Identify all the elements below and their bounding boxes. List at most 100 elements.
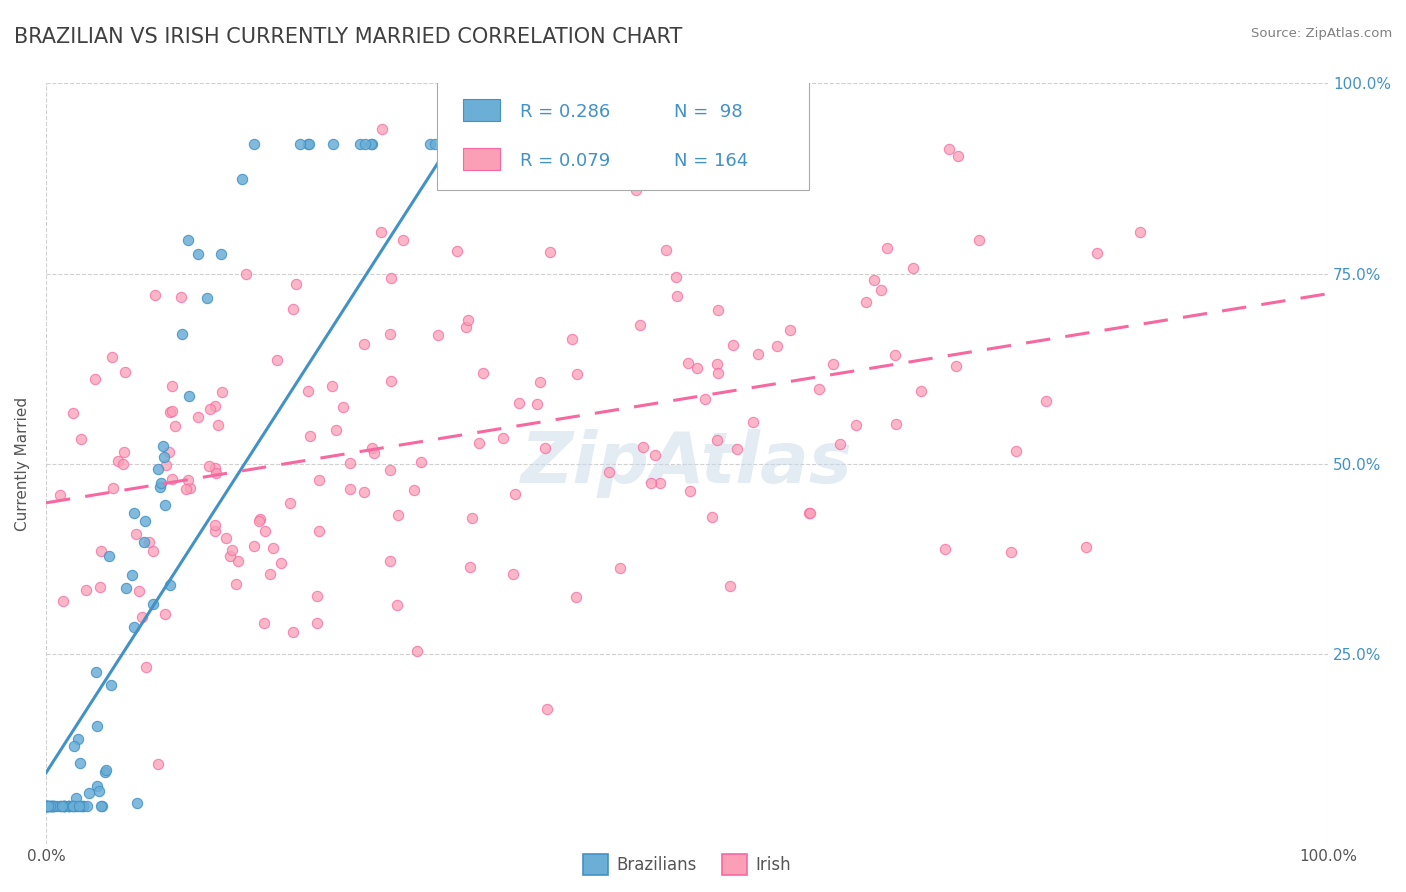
Irish (266, 352, 288, 367)
Irish (321, 378, 343, 392)
Brazilians (76, 799, 98, 814)
Brazilians (443, 137, 465, 152)
Brazilians (209, 246, 232, 260)
Irish (427, 327, 450, 342)
Irish (686, 361, 709, 376)
Irish (332, 400, 354, 414)
Brazilians (127, 796, 149, 810)
Irish (253, 616, 276, 631)
Irish (700, 510, 723, 524)
Brazilians (149, 480, 172, 494)
Irish (281, 624, 304, 639)
Irish (457, 128, 479, 142)
Irish (143, 288, 166, 302)
Irish (644, 449, 666, 463)
Irish (631, 440, 654, 454)
Brazilians (35, 799, 58, 814)
Irish (124, 527, 146, 541)
Brazilians (93, 765, 115, 780)
Brazilians (53, 799, 76, 814)
Brazilians (354, 137, 377, 152)
Brazilians (187, 247, 209, 261)
Brazilians (77, 786, 100, 800)
Irish (405, 643, 427, 657)
Brazilians (51, 799, 73, 814)
Irish (107, 454, 129, 468)
Brazilians (243, 137, 266, 152)
Brazilians (41, 799, 63, 814)
Irish (387, 599, 409, 613)
Irish (155, 458, 177, 473)
Irish (378, 463, 401, 477)
Irish (307, 589, 329, 603)
Irish (526, 397, 548, 411)
Irish (112, 457, 135, 471)
Irish (162, 378, 184, 392)
Irish (706, 366, 728, 380)
Text: Source: ZipAtlas.com: Source: ZipAtlas.com (1251, 27, 1392, 40)
Brazilians (38, 799, 60, 814)
Irish (159, 404, 181, 418)
Brazilians (115, 581, 138, 595)
Brazilians (177, 233, 200, 247)
Brazilians (38, 799, 60, 814)
Brazilians (37, 799, 59, 814)
Irish (75, 583, 97, 598)
Irish (561, 332, 583, 346)
Irish (741, 416, 763, 430)
Irish (492, 431, 515, 445)
Irish (969, 233, 991, 247)
Brazilians (142, 597, 165, 611)
Irish (565, 367, 588, 381)
Irish (536, 702, 558, 716)
Irish (650, 475, 672, 490)
Brazilians (41, 799, 63, 814)
Legend: Brazilians, Irish: Brazilians, Irish (576, 847, 797, 881)
FancyBboxPatch shape (437, 76, 808, 190)
Irish (221, 542, 243, 557)
Brazilians (440, 137, 463, 152)
Brazilians (149, 476, 172, 491)
Irish (538, 244, 561, 259)
Brazilians (46, 799, 69, 814)
Brazilians (65, 799, 87, 814)
Irish (779, 323, 801, 337)
Brazilians (697, 137, 720, 152)
Irish (706, 357, 728, 371)
Irish (654, 243, 676, 257)
Irish (863, 273, 886, 287)
Irish (163, 418, 186, 433)
Irish (207, 417, 229, 432)
Irish (380, 271, 402, 285)
Text: N = 164: N = 164 (675, 152, 748, 170)
Irish (460, 511, 482, 525)
Brazilians (91, 799, 114, 814)
Brazilians (349, 137, 371, 152)
Brazilians (361, 137, 384, 152)
Brazilians (288, 137, 311, 152)
Irish (946, 149, 969, 163)
Irish (707, 302, 730, 317)
Text: N =  98: N = 98 (675, 103, 742, 120)
Irish (285, 277, 308, 291)
Irish (402, 483, 425, 497)
FancyBboxPatch shape (463, 99, 501, 120)
Brazilians (39, 799, 62, 814)
Irish (371, 121, 394, 136)
Brazilians (159, 578, 181, 592)
Irish (49, 488, 72, 502)
Brazilians (62, 799, 84, 814)
Irish (721, 338, 744, 352)
Irish (249, 515, 271, 529)
Brazilians (153, 450, 176, 465)
Irish (90, 544, 112, 558)
Irish (138, 534, 160, 549)
Brazilians (69, 756, 91, 770)
Irish (339, 482, 361, 496)
Irish (370, 225, 392, 239)
Brazilians (153, 498, 176, 512)
Irish (298, 429, 321, 443)
Irish (70, 432, 93, 446)
Brazilians (433, 137, 456, 152)
Brazilians (596, 137, 619, 152)
